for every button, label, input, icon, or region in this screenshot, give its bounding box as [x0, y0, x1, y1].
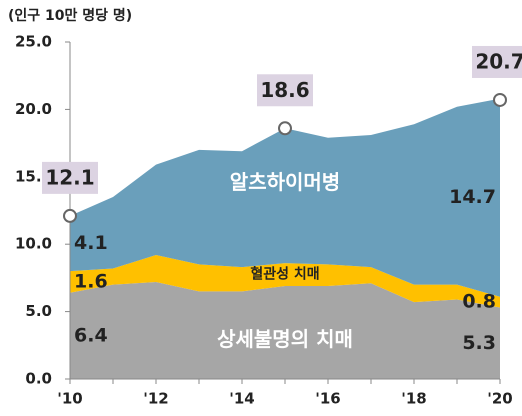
y-tick-label: 20.0 — [15, 100, 52, 118]
x-tick-label: '16 — [315, 390, 340, 408]
value-label: 0.8 — [462, 291, 496, 313]
value-label: 4.1 — [74, 232, 108, 254]
total-label: 20.7 — [475, 49, 522, 73]
value-label: 6.4 — [74, 324, 108, 346]
value-label: 5.3 — [462, 332, 496, 354]
value-label: 1.6 — [74, 270, 108, 292]
series-name: 혈관성 치매 — [250, 266, 319, 283]
y-tick-label: 25.0 — [15, 33, 52, 51]
total-marker — [63, 208, 77, 223]
area — [70, 281, 500, 379]
x-tick-label: '18 — [401, 390, 426, 408]
total-marker — [278, 121, 292, 136]
x-tick-label: '12 — [143, 390, 168, 408]
value-label: 14.7 — [449, 186, 496, 208]
area — [70, 98, 500, 297]
y-tick-label: 5.0 — [25, 302, 52, 320]
y-tick-label: 10.0 — [15, 235, 52, 253]
y-axis-label: (인구 10만 명당 명) — [8, 7, 132, 24]
x-tick-label: '14 — [229, 390, 254, 408]
total-label: 12.1 — [45, 165, 94, 189]
x-tick-label: '10 — [57, 390, 82, 408]
area — [70, 254, 500, 308]
total-marker — [493, 92, 507, 107]
total-label: 18.6 — [260, 78, 309, 102]
series-name: 상세불명의 치매 — [217, 327, 353, 351]
series-name: 알츠하이머병 — [230, 170, 340, 194]
x-tick-label: '20 — [487, 390, 512, 408]
total-box — [257, 74, 313, 107]
y-tick-label: 0.0 — [25, 370, 52, 388]
total-box — [42, 161, 98, 194]
total-box — [472, 45, 522, 78]
